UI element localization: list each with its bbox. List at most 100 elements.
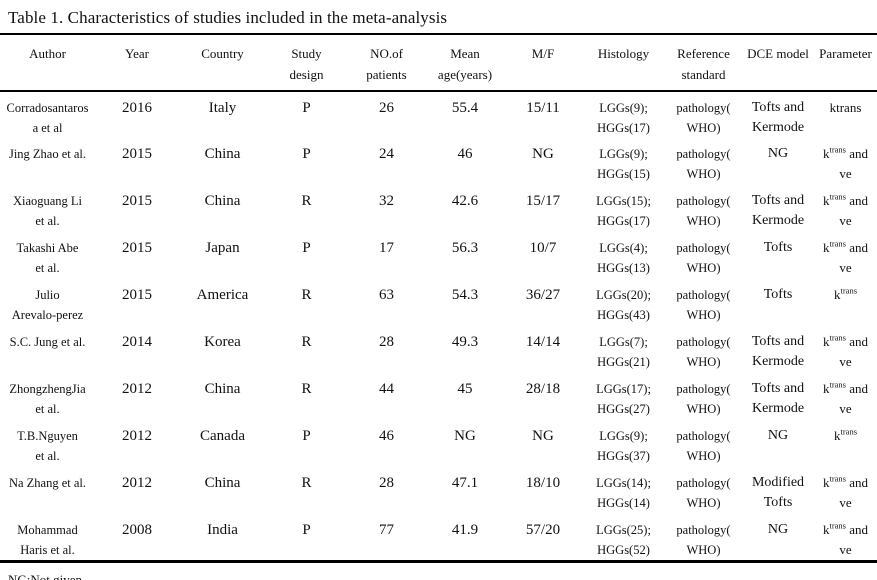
- cell-year: 2014: [122, 334, 152, 350]
- cell-author: ZhongzhengJia et al.: [9, 382, 86, 416]
- table-title: Table 1. Characteristics of studies incl…: [0, 5, 877, 35]
- cell-parameter: ktrans and ve: [822, 379, 869, 416]
- studies-table: Author Year Country Study design NO.of patient…: [0, 35, 877, 563]
- cell-histology: LGGs(14); HGGs(14): [596, 476, 651, 510]
- table-row: Julio Arevalo-perez 2015 America R 63 54.3 36/2…: [0, 279, 877, 326]
- cell-year: 2015: [122, 240, 152, 256]
- cell-reference: pathology(WHO): [676, 523, 731, 557]
- cell-design: P: [302, 146, 311, 162]
- cell-design: R: [301, 193, 312, 209]
- cell-parameter: ktrans and ve: [822, 238, 869, 275]
- table-row: ZhongzhengJia et al. 2012 China R 44 45 28/18 LG…: [0, 373, 877, 420]
- cell-author: Jing Zhao et al.: [8, 147, 87, 161]
- cell-dce: Tofts: [763, 240, 793, 255]
- cell-year: 2012: [122, 475, 152, 491]
- cell-author: Mohammad Haris et al.: [17, 523, 78, 557]
- cell-reference: pathology(WHO): [676, 241, 731, 275]
- cell-dce: Tofts and Kermode: [751, 193, 805, 228]
- cell-dce: Tofts and Kermode: [751, 381, 805, 416]
- cell-country: China: [204, 146, 241, 162]
- cell-year: 2012: [122, 428, 152, 444]
- cell-dce: Tofts: [763, 287, 793, 302]
- cell-patients: 17: [379, 240, 394, 256]
- cell-patients: 28: [379, 334, 394, 350]
- cell-mf: 15/11: [526, 100, 560, 116]
- cell-mf: NG: [532, 428, 554, 444]
- cell-parameter: ktrans: [829, 100, 862, 115]
- table-row: T.B.Nguyen et al. 2012 Canada P 46 NG NG LGGs(9)…: [0, 420, 877, 467]
- column-header-reference: Reference standard: [665, 35, 742, 92]
- table-body: Corradosantaros a et al 2016 Italy P 26 55.4 15…: [0, 91, 877, 562]
- cell-author: Na Zhang et al.: [8, 476, 87, 490]
- cell-dce: NG: [767, 428, 789, 443]
- cell-mean: 45: [457, 381, 473, 397]
- footnote: NG:Not given: [8, 572, 83, 580]
- cell-parameter: ktrans: [833, 426, 858, 443]
- cell-reference: pathology(WHO): [676, 429, 731, 463]
- cell-patients: 46: [379, 428, 394, 444]
- cell-reference: pathology(WHO): [676, 101, 731, 135]
- cell-author: Xiaoguang Li et al.: [12, 194, 83, 228]
- cell-histology: LGGs(15); HGGs(17): [596, 194, 651, 228]
- cell-design: P: [302, 240, 311, 256]
- cell-country: China: [204, 193, 241, 209]
- cell-country: Japan: [205, 240, 240, 256]
- cell-mf: 28/18: [525, 381, 561, 397]
- cell-patients: 26: [379, 100, 394, 116]
- cell-mean: 41.9: [451, 522, 479, 538]
- cell-year: 2015: [122, 193, 152, 209]
- cell-dce: Tofts and Kermode: [751, 100, 805, 135]
- cell-design: P: [302, 522, 311, 538]
- cell-design: P: [302, 428, 311, 444]
- cell-histology: LGGs(7); HGGs(21): [597, 335, 650, 369]
- cell-design: R: [301, 334, 312, 350]
- cell-design: R: [301, 287, 312, 303]
- cell-histology: LGGs(4); HGGs(13): [597, 241, 650, 275]
- cell-country: India: [207, 522, 238, 538]
- column-header-dce: DCE model: [742, 35, 814, 92]
- cell-histology: LGGs(9); HGGs(37): [597, 429, 650, 463]
- column-header-country: Country: [179, 35, 266, 92]
- cell-year: 2016: [122, 100, 152, 116]
- cell-reference: pathology(WHO): [676, 476, 731, 510]
- cell-mf: 57/20: [525, 522, 561, 538]
- table-row: Corradosantaros a et al 2016 Italy P 26 55.4 15…: [0, 91, 877, 138]
- cell-design: R: [301, 381, 312, 397]
- cell-parameter: ktrans: [833, 285, 858, 302]
- table-row: Jing Zhao et al. 2015 China P 24 46 NG LGGs(9);…: [0, 138, 877, 185]
- cell-country: America: [196, 287, 249, 303]
- cell-country: Korea: [204, 334, 241, 350]
- cell-dce: Modified Tofts: [751, 475, 805, 510]
- table-header: Author Year Country Study design NO.of patient…: [0, 35, 877, 92]
- cell-country: Italy: [208, 100, 237, 116]
- cell-mf: NG: [532, 146, 554, 162]
- cell-mean: 47.1: [451, 475, 479, 491]
- cell-mf: 15/17: [525, 193, 561, 209]
- cell-country: China: [204, 475, 241, 491]
- cell-patients: 32: [379, 193, 394, 209]
- column-header-parameter: Parameter: [814, 35, 877, 92]
- cell-histology: LGGs(9); HGGs(15): [597, 147, 650, 181]
- table-row: S.C. Jung et al. 2014 Korea R 28 49.3 14/14 LGG…: [0, 326, 877, 373]
- column-header-design: Study design: [266, 35, 347, 92]
- cell-dce: Tofts and Kermode: [751, 334, 805, 369]
- cell-mf: 18/10: [525, 475, 561, 491]
- cell-author: Julio Arevalo-perez: [11, 288, 84, 322]
- cell-dce: NG: [767, 522, 789, 537]
- column-header-patients: NO.of patients: [347, 35, 426, 92]
- cell-author: Takashi Abe et al.: [16, 241, 79, 275]
- cell-mean: 54.3: [451, 287, 479, 303]
- column-header-mf: M/F: [504, 35, 582, 92]
- cell-design: P: [302, 100, 311, 116]
- cell-year: 2015: [122, 146, 152, 162]
- cell-parameter: ktrans and ve: [822, 520, 869, 557]
- cell-patients: 24: [379, 146, 394, 162]
- cell-parameter: ktrans and ve: [822, 144, 869, 181]
- cell-author: S.C. Jung et al.: [9, 335, 86, 349]
- cell-mean: 55.4: [451, 100, 479, 116]
- cell-histology: LGGs(17); HGGs(27): [596, 382, 651, 416]
- cell-mean: 42.6: [451, 193, 479, 209]
- cell-reference: pathology(WHO): [676, 194, 731, 228]
- cell-patients: 77: [379, 522, 394, 538]
